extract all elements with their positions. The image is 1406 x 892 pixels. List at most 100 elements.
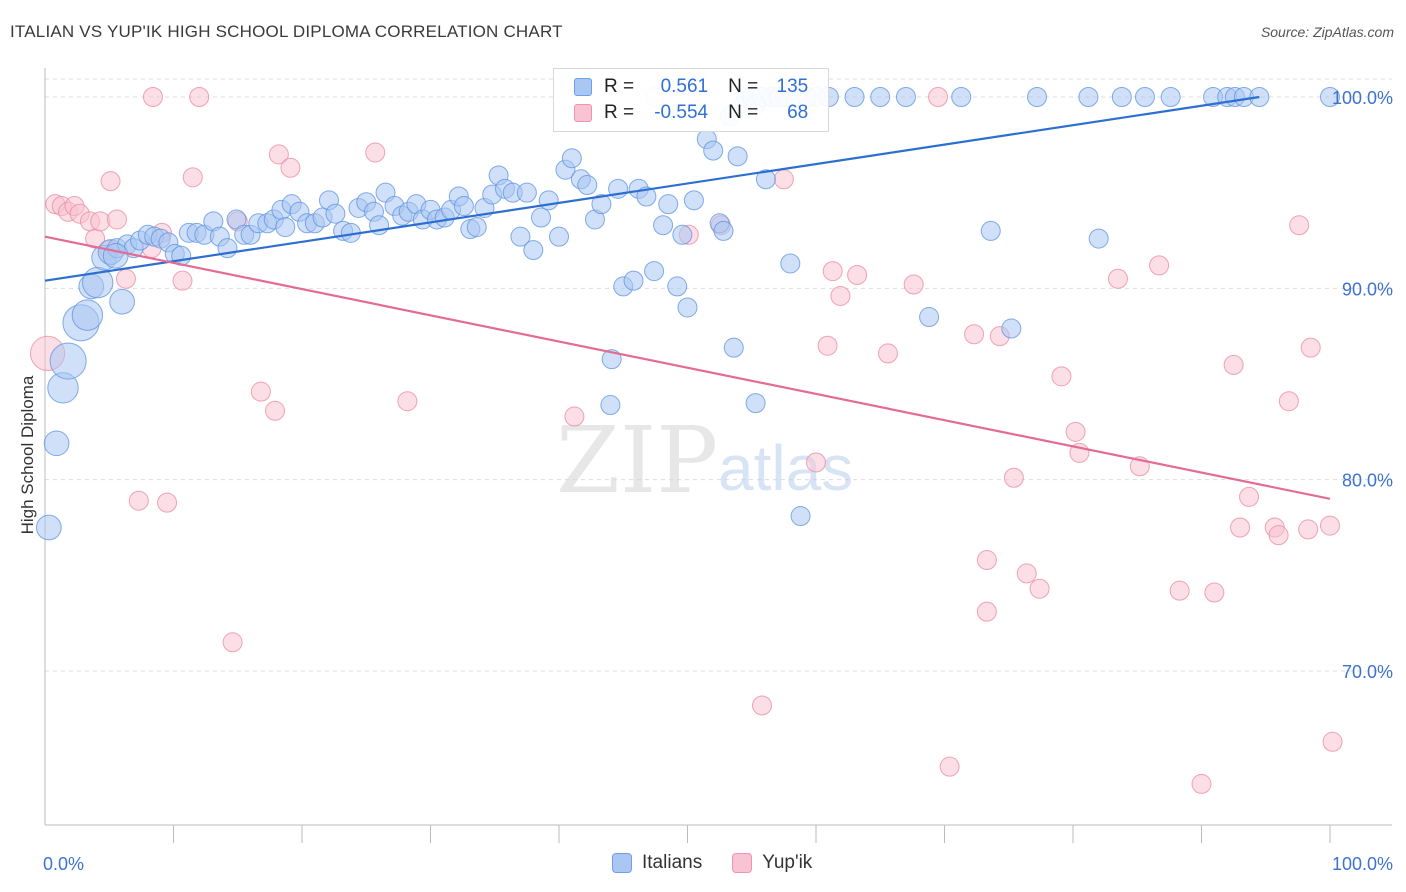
italians-point: [1160, 87, 1181, 107]
yupik-point: [1223, 354, 1244, 375]
italians-point: [790, 506, 811, 527]
yupik-point: [1107, 268, 1128, 289]
italians-point: [1001, 318, 1022, 339]
yupik-point: [928, 87, 949, 107]
italians-point: [36, 514, 62, 541]
italians-point: [895, 87, 916, 107]
yupik-point: [90, 211, 111, 232]
italians-point: [951, 87, 972, 107]
italians-point: [466, 217, 487, 238]
italians-point: [577, 175, 598, 196]
italians-point: [516, 182, 537, 203]
y-tick-label: 70.0%: [1342, 662, 1393, 682]
yupik-point: [1191, 773, 1212, 794]
italians-point: [667, 276, 688, 297]
legend-item-yupik[interactable]: Yup'ik: [732, 852, 812, 874]
yupik-point: [268, 144, 289, 165]
legend-r-value-italians: 0.561: [660, 76, 709, 97]
italians-point: [453, 196, 474, 217]
italians-point: [755, 169, 776, 190]
yupik-point: [830, 285, 851, 306]
italians-point: [644, 261, 665, 282]
yupik-point: [822, 261, 843, 282]
yupik-point: [365, 142, 386, 163]
x-tick-label-max: 100.0%: [1332, 854, 1393, 874]
watermark-atlas: atlas: [718, 432, 853, 504]
yupik-point: [976, 601, 997, 622]
yupik-point: [222, 632, 243, 653]
yupik-point: [1300, 337, 1321, 358]
italians-point: [919, 307, 940, 328]
legend-item-italians[interactable]: Italians: [612, 852, 702, 874]
yupik-point: [1003, 467, 1024, 488]
italians-point: [1320, 87, 1340, 107]
y-axis-label: High School Diploma: [18, 375, 37, 535]
yupik-point: [1016, 563, 1037, 584]
yupik-swatch: [732, 853, 753, 873]
series-legend: Italians Yup'ik: [612, 852, 842, 874]
yupik-point: [128, 490, 149, 511]
italians-point: [102, 242, 129, 269]
italians-point: [658, 194, 679, 215]
italians-point: [703, 140, 724, 161]
italians-point: [549, 226, 569, 247]
source-credit: Source: ZipAtlas.com: [1260, 24, 1394, 40]
yupik-point: [1289, 215, 1310, 236]
legend-row-yupik: R = -0.554 N = 68: [574, 100, 808, 126]
italians-point: [780, 253, 801, 274]
yupik-point: [564, 406, 585, 427]
italians-point: [600, 395, 621, 416]
legend-r-label: R =: [604, 76, 635, 97]
yupik-point: [1268, 525, 1289, 546]
legend-r-value-yupik: -0.554: [654, 102, 709, 123]
yupik-point: [1298, 519, 1319, 540]
yupik-point: [182, 167, 203, 188]
italians-point: [325, 203, 346, 224]
yupik-point: [397, 391, 418, 412]
italians-point: [623, 270, 644, 291]
x-tick-label-min: 0.0%: [43, 854, 84, 874]
yupik-point: [250, 381, 271, 402]
yupik-trend-line: [44, 235, 1331, 500]
yupik-label: Yup'ik: [762, 852, 813, 873]
legend-swatch-yupik: [574, 104, 592, 122]
italians-point: [672, 224, 693, 245]
yupik-point: [189, 87, 210, 107]
italians-point: [71, 299, 104, 331]
watermark: ZIP atlas: [556, 407, 853, 514]
tick-labels: 70.0% 80.0% 90.0% 100.0% 0.0% 100.0%: [43, 88, 1393, 874]
italians-point: [1088, 228, 1109, 249]
italians-point: [723, 337, 744, 358]
yupik-point: [817, 335, 838, 356]
yupik-point: [157, 492, 178, 513]
italians-point: [591, 194, 612, 215]
yupik-point: [1029, 578, 1050, 599]
italians-point: [870, 87, 891, 107]
italians-point: [844, 87, 865, 107]
y-tick-label: 80.0%: [1342, 471, 1393, 491]
italians-point: [677, 297, 698, 318]
italians-point: [510, 226, 531, 247]
yupik-point: [1065, 421, 1086, 442]
yupik-point: [1322, 731, 1343, 752]
italians-point: [1111, 87, 1132, 107]
legend-n-label: N =: [728, 76, 759, 97]
italians-point: [727, 146, 748, 167]
correlation-legend: R = 0.561 N = 135 R = -0.554 N = 68: [553, 68, 829, 132]
yupik-point: [847, 264, 868, 285]
yupik-point: [280, 157, 301, 178]
italians-point: [561, 148, 582, 169]
italians-point: [49, 342, 87, 380]
yupik-point: [265, 400, 286, 421]
italians-trend-line: [44, 95, 1260, 282]
yupik-point: [964, 324, 985, 345]
yupik-point: [100, 171, 121, 192]
yupik-point: [939, 756, 960, 777]
italians-point: [1027, 87, 1048, 107]
yupik-point: [1169, 580, 1190, 601]
yupik-point: [1320, 515, 1340, 536]
italians-swatch: [612, 853, 632, 873]
italians-point: [636, 186, 657, 207]
trend-lines: [44, 95, 1331, 500]
chart-title: ITALIAN VS YUP'IK HIGH SCHOOL DIPLOMA CO…: [10, 22, 563, 41]
